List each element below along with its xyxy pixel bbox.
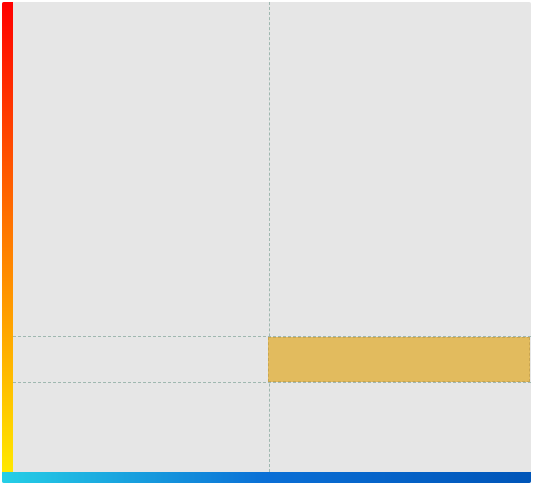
horizontal-guide-line-bottom: [13, 382, 531, 383]
horizontal-gradient-bar[interactable]: [2, 472, 531, 483]
vertical-guide-line: [269, 2, 270, 472]
color-picker-panel[interactable]: [2, 2, 531, 483]
horizontal-guide-line-top: [13, 336, 531, 337]
selected-color-region[interactable]: [268, 337, 530, 382]
vertical-gradient-bar[interactable]: [2, 2, 13, 472]
